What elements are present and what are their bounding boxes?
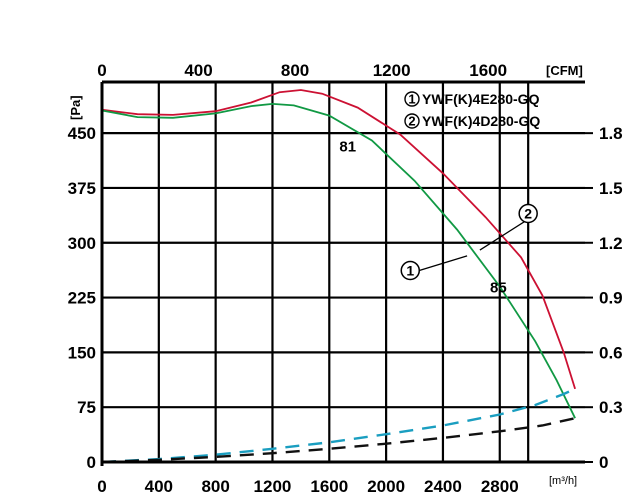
series-curve-1-dashed [101, 387, 576, 464]
x-top-tick-label: 1200 [373, 61, 411, 80]
y-tick-label: 450 [68, 124, 96, 143]
curve-marker-number: 2 [524, 206, 532, 222]
series-curve-2-solid [101, 102, 576, 419]
x-top-tick-label: 800 [281, 61, 309, 80]
series-curve-1-solid [101, 89, 576, 390]
legend-marker-number: 2 [408, 114, 415, 129]
legend-marker-circle [404, 91, 420, 107]
x-tick-label: 1600 [310, 477, 348, 496]
y-tick-label: 150 [68, 343, 96, 362]
x-tick-label: 2800 [481, 477, 519, 496]
curve-marker-number: 1 [406, 263, 414, 279]
curves [101, 89, 576, 464]
y-right-tick-label: 0.9 [599, 289, 623, 308]
grid [102, 82, 585, 462]
series-curve-2-dashed [101, 417, 576, 464]
labels: 0 400 800 1200 1600 2000 2400 2800 [m³/h]0 400 800… [68, 61, 623, 496]
x-tick-label: 2000 [367, 477, 405, 496]
y-right-tick-label: 0 [599, 453, 608, 472]
curve-marker-circle [400, 260, 421, 281]
y-right-tick-label: 0.6 [599, 343, 623, 362]
y-tick-label: 225 [68, 289, 96, 308]
legend-marker-number: 1 [408, 92, 415, 107]
efficiency-label: 85 [490, 279, 507, 296]
x-tick-label: 1200 [254, 477, 292, 496]
legend-entry-label: YWF(K)4E280-GQ [422, 91, 540, 107]
curve-marker-circle [518, 203, 538, 224]
x-axis-unit-bottom: [m³/h] [549, 475, 577, 487]
y-right-tick-label: 1.5 [599, 179, 623, 198]
y-right-tick-label: 1.2 [599, 234, 623, 253]
x-tick-label: 400 [145, 477, 173, 496]
y-right-tick-label: 0.3 [599, 398, 623, 417]
x-tick-label: 800 [201, 477, 229, 496]
y-tick-label: 0 [87, 453, 96, 472]
x-top-tick-label: 0 [97, 61, 106, 80]
legend-marker-circle [404, 113, 420, 129]
x-tick-label: 0 [97, 477, 106, 496]
x-top-tick-label: 1600 [469, 61, 507, 80]
y-tick-label: 375 [68, 179, 96, 198]
efficiency-label: 81 [339, 138, 356, 155]
x-axis-unit-top: [CFM] [546, 63, 583, 78]
marker-pointer-line [419, 255, 468, 272]
legend-entry-label: YWF(K)4D280-GQ [422, 113, 540, 129]
y-tick-label: 75 [77, 398, 96, 417]
y-right-tick-label: 1.8 [599, 124, 623, 143]
x-tick-label: 2400 [424, 477, 462, 496]
y-tick-label: 300 [68, 234, 96, 253]
plot-frame [100, 80, 585, 466]
y-axis-unit-left: [Pa] [68, 95, 83, 120]
x-top-tick-label: 400 [184, 61, 212, 80]
